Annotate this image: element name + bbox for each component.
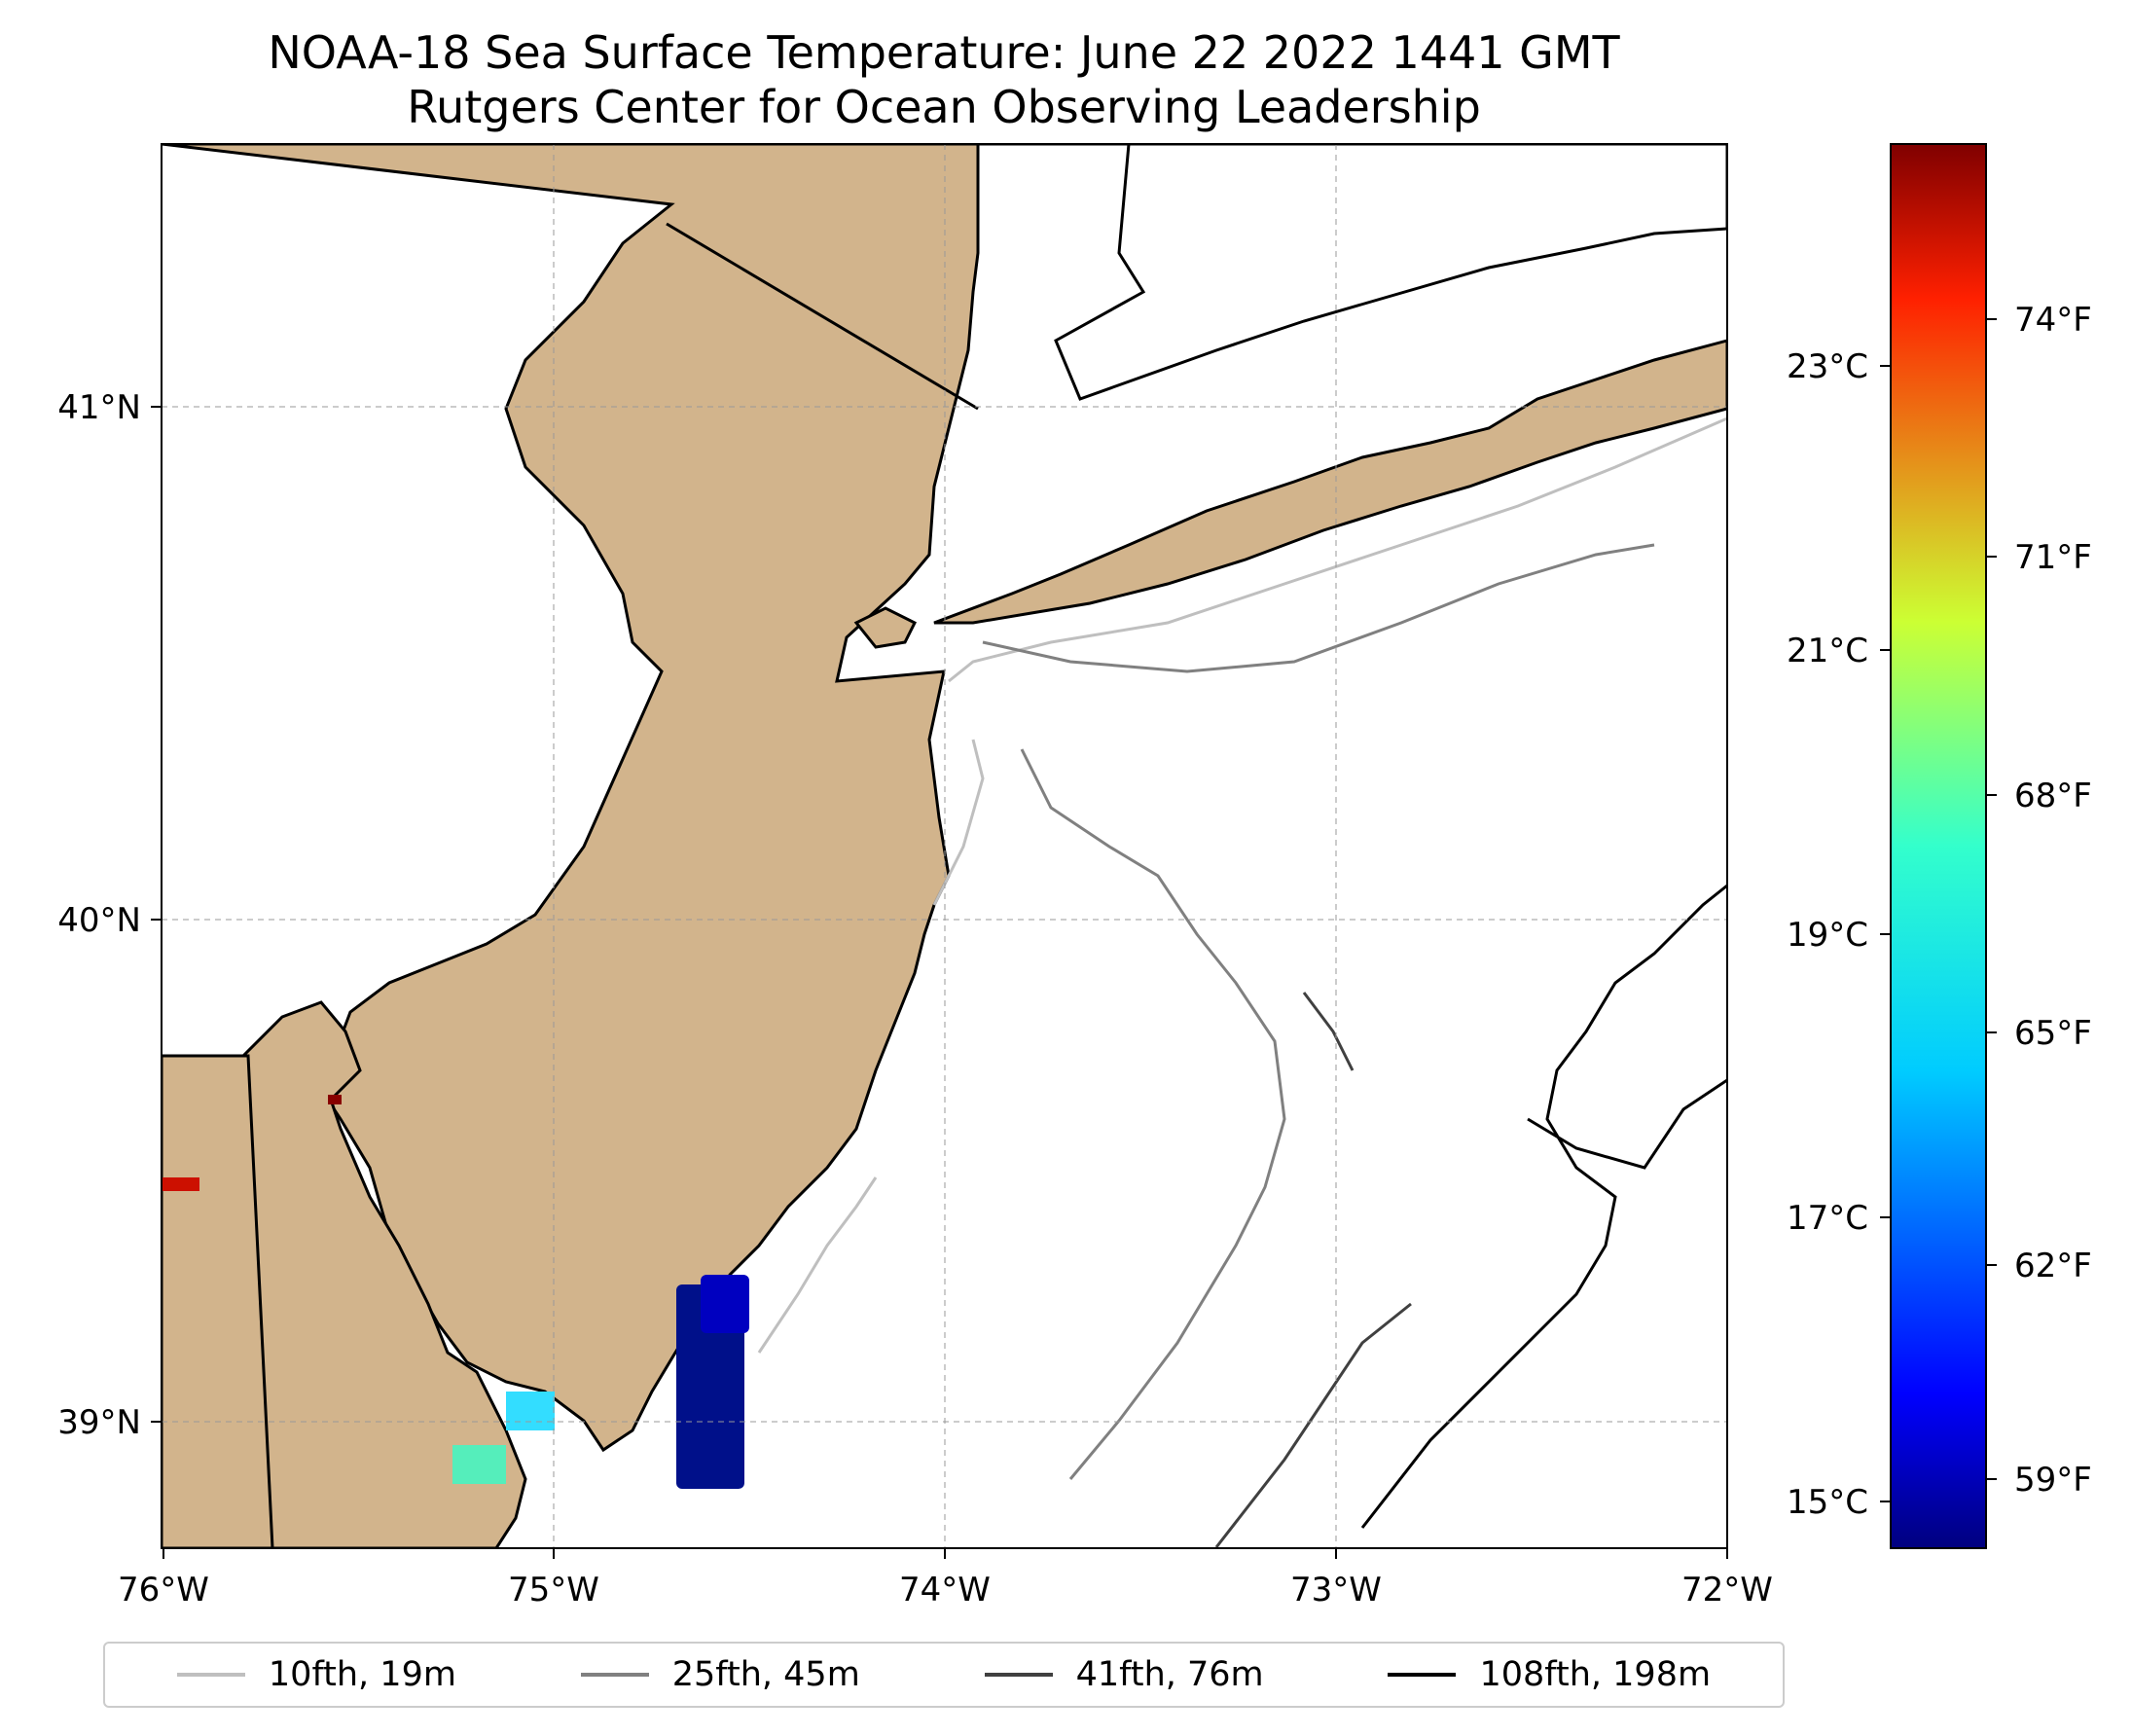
colorbar-fahrenheit-label: 71°F [2014, 538, 2092, 577]
contour-legend: 10fth, 19m 25fth, 45m 41fth, 76m 108fth,… [103, 1642, 1785, 1708]
legend-swatch [1388, 1673, 1457, 1677]
sst-patch-cold [676, 1284, 744, 1489]
colorbar [1890, 143, 1987, 1549]
staten-island-land [853, 606, 918, 649]
colorbar-fahrenheit-label: 59°F [2014, 1461, 2092, 1500]
contour-108fth [1527, 1078, 1727, 1170]
legend-swatch [984, 1673, 1053, 1677]
long-island-land [933, 339, 1727, 625]
legend-label: 41fth, 76m [1075, 1655, 1264, 1694]
y-tick-label: 40°N [57, 901, 141, 940]
colorbar-ticks [1880, 318, 1997, 1502]
contour-108fth [1360, 884, 1727, 1529]
colorbar-celsius-label: 21°C [1787, 632, 1868, 670]
y-tick-label: 39°N [57, 1403, 141, 1442]
colorbar-fahrenheit-label: 65°F [2014, 1014, 2092, 1053]
colorbar-celsius-label: 15°C [1787, 1483, 1868, 1522]
map-panel [162, 144, 1727, 1548]
colorbar-celsius-label: 17°C [1787, 1199, 1868, 1238]
colorbar-fahrenheit-label: 62°F [2014, 1247, 2092, 1285]
contour-41fth [1214, 1302, 1412, 1548]
x-tick-label: 74°W [899, 1571, 991, 1609]
legend-item-25fth: 25fth, 45m [580, 1655, 860, 1694]
colorbar-celsius-label: 23°C [1787, 347, 1868, 386]
axis-ticks [151, 406, 1728, 1559]
colorbar-fahrenheit-label: 74°F [2014, 301, 2092, 340]
colorbar-fahrenheit-label: 68°F [2014, 777, 2092, 815]
legend-label: 108fth, 198m [1479, 1655, 1712, 1694]
legend-item-10fth: 10fth, 19m [176, 1655, 456, 1694]
legend-label: 10fth, 19m [268, 1655, 456, 1694]
map-subtitle: Rutgers Center for Ocean Observing Leade… [407, 81, 1481, 133]
ny-nj-border [666, 222, 979, 411]
x-tick-label: 73°W [1290, 1571, 1382, 1609]
x-tick-label: 75°W [508, 1571, 599, 1609]
graticule [162, 144, 1727, 1548]
pa-de-border [162, 1054, 274, 1548]
contour-25fth [1020, 748, 1286, 1480]
contour-25fth [982, 543, 1655, 673]
colorbar-celsius-label: 19°C [1787, 916, 1868, 955]
sst-patch-warm [162, 1177, 199, 1191]
map-title: NOAA-18 Sea Surface Temperature: June 22… [268, 26, 1620, 79]
contour-10fth [932, 739, 985, 906]
x-tick-label: 72°W [1681, 1571, 1773, 1609]
legend-label: 25fth, 45m [671, 1655, 860, 1694]
sst-patch-warm [328, 1095, 342, 1104]
contour-10fth [757, 1176, 878, 1354]
legend-swatch [176, 1673, 245, 1677]
sst-patch-cold [701, 1275, 749, 1333]
contour-41fth [1302, 992, 1355, 1071]
y-tick-label: 41°N [57, 388, 141, 427]
contour-10fth [948, 416, 1727, 683]
sst-patch-mild [452, 1445, 506, 1484]
legend-item-108fth: 108fth, 198m [1388, 1655, 1711, 1694]
mainland-land [162, 144, 1727, 1453]
x-tick-label: 76°W [118, 1571, 209, 1609]
legend-item-41fth: 41fth, 76m [984, 1655, 1264, 1694]
sst-patch-mild [506, 1392, 555, 1430]
legend-swatch [580, 1673, 649, 1677]
